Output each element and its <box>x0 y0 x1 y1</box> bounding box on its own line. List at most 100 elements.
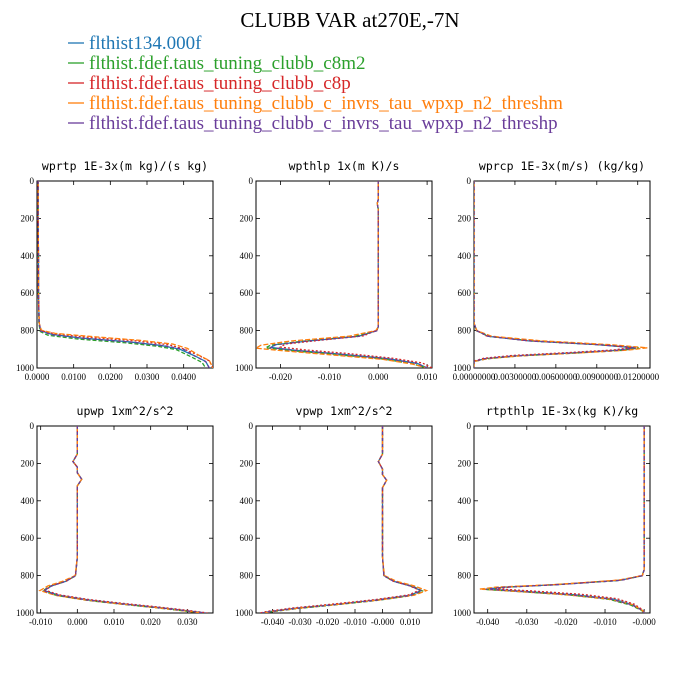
y-tick-label: 1000 <box>453 363 472 373</box>
x-tick-label: 0.020 <box>141 617 162 627</box>
y-tick-label: 200 <box>21 458 35 468</box>
x-tick-label: 0.030 <box>177 617 198 627</box>
panel-title: rtpthlp 1E-3x(kg K)/kg <box>486 404 638 418</box>
x-tick-label: -0.020 <box>316 617 340 627</box>
legend-label: flthist.fdef.taus_tuning_clubb_c_invrs_t… <box>89 113 558 134</box>
legend-label: flthist.fdef.taus_tuning_clubb_c8p <box>89 73 351 94</box>
y-tick-label: 400 <box>21 496 35 506</box>
y-tick-label: 400 <box>240 496 254 506</box>
series-line <box>485 426 645 613</box>
plot-frame <box>36 180 214 369</box>
y-tick-label: 0 <box>467 176 472 186</box>
y-tick-label: 200 <box>240 458 254 468</box>
y-tick-label: 600 <box>21 533 35 543</box>
y-tick-label: 1000 <box>235 363 254 373</box>
x-tick-label: -0.020 <box>269 372 293 382</box>
x-tick-label: -0.010 <box>318 372 342 382</box>
y-tick-label: 0 <box>249 421 254 431</box>
panels: wprtp 1E-3x(m kg)/(s kg) 0 200 400 600 800 100… <box>16 159 660 627</box>
plot-frame <box>473 425 651 614</box>
series-line <box>479 426 645 613</box>
x-tick-label: 0.01200000 <box>616 372 659 382</box>
panel-title: wpthlp 1x(m K)/s <box>289 159 400 173</box>
chart-panel: rtpthlp 1E-3x(kg K)/kg02004006008001000-… <box>453 404 656 627</box>
series-line <box>268 181 428 368</box>
legend: flthist134.000fflthist.fdef.taus_tuning_… <box>68 33 563 134</box>
x-tick-label: 0.010 <box>417 372 438 382</box>
y-tick-label: 600 <box>458 288 472 298</box>
x-tick-label: 0.010 <box>400 617 421 627</box>
x-tick-label: 0.000 <box>368 372 389 382</box>
chart-panel: wpthlp 1x(m K)/s 0 200 400 600 800 1000 -0.020 -… <box>235 159 438 382</box>
legend-label: flthist.fdef.taus_tuning_clubb_c8m2 <box>89 53 366 74</box>
y-tick-label: 1000 <box>235 608 254 618</box>
y-tick-label: 600 <box>240 533 254 543</box>
y-tick-label: 600 <box>240 288 254 298</box>
panel-title: upwp 1xm^2/s^2 <box>77 404 174 418</box>
x-tick-label: 0.0300 <box>135 372 160 382</box>
y-tick-label: 0 <box>467 421 472 431</box>
x-tick-label: -0.010 <box>29 617 53 627</box>
y-tick-label: 200 <box>240 213 254 223</box>
y-tick-label: 200 <box>458 458 472 468</box>
y-tick-label: 0 <box>249 176 254 186</box>
x-tick-label: 0.0400 <box>171 372 196 382</box>
plot-frame <box>255 180 433 369</box>
x-tick-label: 0.000 <box>67 617 88 627</box>
x-tick-label: -0.000 <box>371 617 395 627</box>
x-tick-label: 0.0200 <box>98 372 123 382</box>
y-tick-label: 0 <box>30 176 35 186</box>
legend-label: flthist134.000f <box>89 33 202 54</box>
x-tick-label: 0.00000000 <box>453 372 496 382</box>
plot-frame <box>255 425 433 614</box>
x-tick-label: 0.00300000 <box>494 372 537 382</box>
x-tick-label: -0.030 <box>515 617 539 627</box>
x-tick-label: -0.040 <box>261 617 285 627</box>
series-line <box>261 426 424 613</box>
plot-frame <box>36 425 214 614</box>
x-tick-label: 0.00900000 <box>575 372 618 382</box>
y-tick-label: 200 <box>21 213 35 223</box>
y-tick-label: 800 <box>458 326 472 336</box>
figure-title: CLUBB VAR at270E,-7N <box>240 8 459 32</box>
series-line <box>278 181 432 368</box>
x-tick-label: 0.010 <box>104 617 125 627</box>
y-tick-label: 400 <box>458 251 472 261</box>
y-tick-label: 800 <box>240 326 254 336</box>
panel-title: vpwp 1xm^2/s^2 <box>296 404 393 418</box>
y-tick-label: 600 <box>21 288 35 298</box>
legend-label: flthist.fdef.taus_tuning_clubb_c_invrs_t… <box>89 93 563 114</box>
y-tick-label: 800 <box>21 326 35 336</box>
panel-title: wprtp 1E-3x(m kg)/(s kg) <box>42 159 208 173</box>
series-line <box>474 181 637 368</box>
y-tick-label: 0 <box>30 421 35 431</box>
series-line <box>256 181 428 368</box>
x-tick-label: -0.000 <box>633 617 657 627</box>
y-tick-label: 400 <box>240 251 254 261</box>
x-tick-label: -0.040 <box>476 617 500 627</box>
y-tick-label: 1000 <box>16 608 35 618</box>
y-tick-label: 800 <box>240 571 254 581</box>
y-tick-label: 1000 <box>16 363 35 373</box>
y-tick-label: 600 <box>458 533 472 543</box>
x-tick-label: 0.0000 <box>25 372 50 382</box>
x-tick-label: -0.010 <box>593 617 617 627</box>
y-tick-label: 400 <box>21 251 35 261</box>
chart-panel: upwp 1xm^2/s^2 0 200 400 600 800 1000-0.010 0.0… <box>16 404 214 627</box>
y-tick-label: 800 <box>21 571 35 581</box>
y-tick-label: 1000 <box>453 608 472 618</box>
y-tick-label: 400 <box>458 496 472 506</box>
y-tick-label: 200 <box>458 213 472 223</box>
chart-panel: wprtp 1E-3x(m kg)/(s kg) 0 200 400 600 800 100… <box>16 159 214 382</box>
series-line <box>42 426 206 613</box>
series-line <box>37 181 213 368</box>
x-tick-label: 0.00600000 <box>534 372 577 382</box>
x-tick-label: -0.010 <box>343 617 367 627</box>
panel-title: wprcp 1E-3x(m/s) (kg/kg) <box>479 159 645 173</box>
x-tick-label: 0.0100 <box>61 372 86 382</box>
y-tick-label: 800 <box>458 571 472 581</box>
chart-panel: wprcp 1E-3x(m/s) (kg/kg) 0 200 400 600 800 100… <box>453 159 660 382</box>
x-tick-label: -0.030 <box>288 617 312 627</box>
